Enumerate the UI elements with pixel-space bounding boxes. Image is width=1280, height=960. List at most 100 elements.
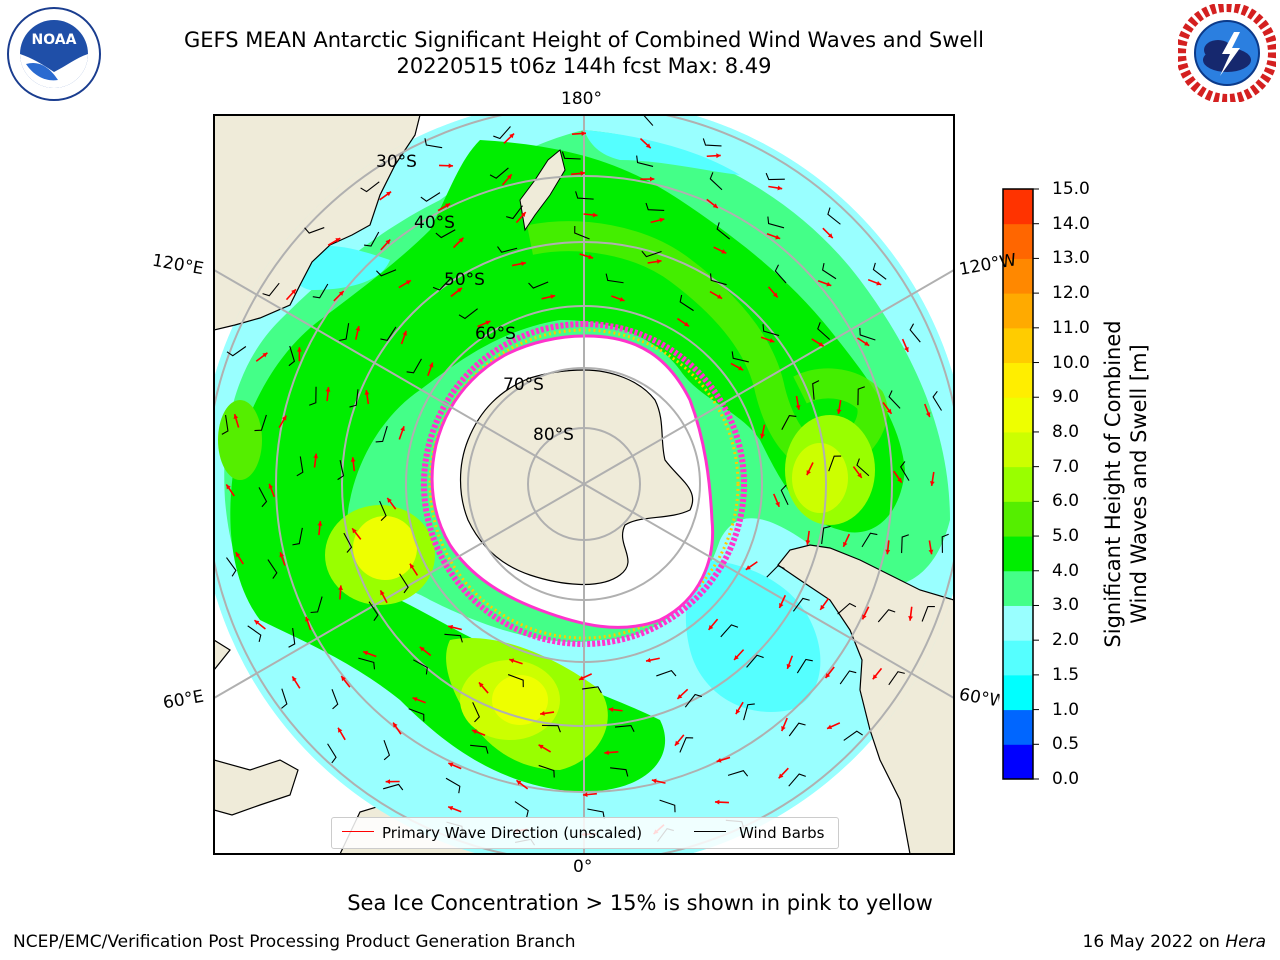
wind-barb xyxy=(679,737,694,753)
wind-barb xyxy=(746,654,764,668)
wind-barb xyxy=(497,246,518,253)
wind-barb xyxy=(642,115,654,126)
wind-barb xyxy=(444,633,463,643)
wave-arrow-head xyxy=(717,294,723,299)
map-frame xyxy=(213,114,955,855)
wind-barb xyxy=(900,461,910,481)
wind-barb xyxy=(420,192,441,202)
wave-arrow-head xyxy=(281,415,287,421)
wave-arrow-head xyxy=(393,722,398,728)
wave-arrow-head xyxy=(400,426,405,432)
noaa-logo: NOAA xyxy=(6,6,102,102)
wind-barb xyxy=(312,283,329,299)
lat-label-30s: 30°S xyxy=(376,152,417,172)
wave-arrow-head xyxy=(485,320,491,326)
wave-arrow-head xyxy=(409,563,415,569)
wind-barb xyxy=(339,323,350,342)
colorbar-band xyxy=(1003,536,1033,572)
wave-arrow-head xyxy=(862,614,867,620)
lat-label-60s: 60°S xyxy=(475,324,516,344)
wave-arrow-head xyxy=(775,501,780,507)
colorbar-tick-label: 2.0 xyxy=(1052,630,1080,651)
colorbar-tick-label: 9.0 xyxy=(1052,387,1080,408)
wave-arrow-head xyxy=(908,616,913,621)
wave-arrow-head xyxy=(448,762,454,768)
wave-arrow-head xyxy=(262,352,268,358)
wind-barb xyxy=(788,773,806,787)
wind-barb xyxy=(247,625,262,642)
wave-arrow-head xyxy=(338,585,343,590)
wind-barb xyxy=(383,783,404,791)
lat-label-70s: 70°S xyxy=(503,375,544,395)
wave-arrow-head xyxy=(509,658,515,664)
wind-barb xyxy=(288,345,296,367)
colorbar-band xyxy=(1003,293,1033,329)
wave-arrow-head xyxy=(645,143,651,149)
wind-barb xyxy=(507,674,524,688)
wind-barb xyxy=(267,559,278,579)
wind-barb xyxy=(766,565,785,578)
wind-barb xyxy=(888,390,901,409)
wind-barb xyxy=(331,689,339,710)
wind-barb xyxy=(288,627,296,648)
graticule xyxy=(214,115,954,854)
wave-arrow-head xyxy=(608,707,614,712)
wave-arrow-head xyxy=(827,724,833,729)
wind-barb xyxy=(817,322,831,340)
wave-arrow-head xyxy=(520,212,526,218)
vector-layer xyxy=(221,115,949,846)
wind-barb xyxy=(470,744,489,754)
colorbar-tick-label: 0.5 xyxy=(1052,734,1080,755)
wave-arrow-head xyxy=(233,414,239,419)
wave-arrow-head xyxy=(355,326,361,331)
wave-arrow-head xyxy=(478,682,484,688)
wave-arrow-head xyxy=(820,604,825,610)
colorbar-tick-label: 11.0 xyxy=(1052,317,1090,338)
wave-arrow-head xyxy=(826,281,832,287)
wind-barb xyxy=(909,323,921,343)
colorbar-tick-label: 7.0 xyxy=(1052,456,1080,477)
wind-barb xyxy=(743,703,755,721)
wave-arrow-head xyxy=(402,330,407,336)
wave-arrow-head xyxy=(578,675,584,681)
wave-arrow-head xyxy=(738,365,744,371)
wind-barb xyxy=(877,609,896,623)
wave-arrow-head xyxy=(457,287,463,293)
wind-barb xyxy=(767,216,785,229)
wave-arrow-head xyxy=(540,711,545,716)
footer-credit: NCEP/EMC/Verification Post Processing Pr… xyxy=(13,932,576,952)
wind-barb xyxy=(337,460,345,481)
wind-barb xyxy=(292,527,303,546)
wind-barb xyxy=(506,205,523,220)
wave-arrow-head xyxy=(885,549,891,555)
wave-arrow-head xyxy=(775,234,781,240)
wind-barb xyxy=(514,801,529,818)
wave-arrow-head xyxy=(550,294,556,299)
wind-barb xyxy=(408,708,425,722)
wind-barb xyxy=(528,281,549,289)
wave-arrow-head xyxy=(580,170,586,176)
lon-label-0: 0° xyxy=(573,857,593,877)
wind-barb xyxy=(574,226,590,240)
colorbar-band xyxy=(1003,223,1033,259)
wave-arrow-head xyxy=(419,646,425,652)
chart-title: GEFS MEAN Antarctic Significant Height o… xyxy=(183,28,985,52)
wave-arrow-head xyxy=(317,521,323,526)
lat-label-50s: 50°S xyxy=(444,270,485,290)
wind-barb xyxy=(343,532,353,553)
colorbar-tick-label: 10.0 xyxy=(1052,352,1090,373)
wave-arrow-head xyxy=(341,676,346,682)
chart-subtitle: 20220515 t06z 144h fcst Max: 8.49 xyxy=(396,54,772,78)
wind-barb xyxy=(765,172,785,181)
wave-arrow-head xyxy=(649,176,655,182)
wind-barb xyxy=(296,456,304,477)
colorbar-tick-label: 14.0 xyxy=(1052,213,1090,234)
wave-arrow-head xyxy=(412,697,418,702)
colorbar-band xyxy=(1003,570,1033,606)
legend-wind-line xyxy=(694,831,726,832)
wave-arrow-head xyxy=(604,750,609,755)
wind-barb xyxy=(709,273,727,286)
wave-arrow-head xyxy=(313,453,319,459)
wind-barb xyxy=(432,278,451,291)
